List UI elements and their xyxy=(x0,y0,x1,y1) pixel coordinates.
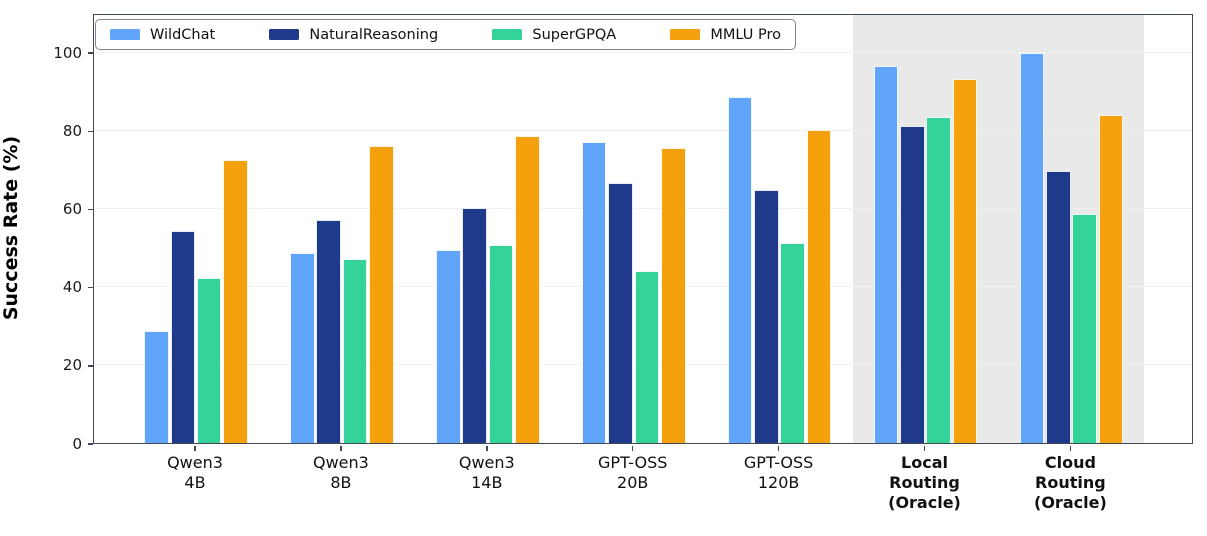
bar-mmlu-pro-qwen3-14b xyxy=(515,136,540,443)
bar-wildchat-local-routing-oracle xyxy=(873,65,899,443)
y-tick-mark-0 xyxy=(88,443,93,445)
y-tick-label-20: 20 xyxy=(62,356,82,375)
y-tick-label-80: 80 xyxy=(62,121,82,140)
bar-mmlu-pro-cloud-routing-oracle xyxy=(1098,115,1124,443)
bar-naturalreasoning-gpt-oss-120b xyxy=(754,190,779,443)
bar-supergpqa-qwen3-4b xyxy=(196,278,222,443)
bar-naturalreasoning-qwen3-8b xyxy=(316,220,342,443)
legend-item-naturalreasoning: NaturalReasoning xyxy=(269,27,438,43)
bar-wildchat-qwen3-14b xyxy=(435,249,461,443)
gridline-60 xyxy=(94,207,1192,209)
y-tick-mark-20 xyxy=(88,365,93,367)
y-tick-mark-80 xyxy=(88,130,93,133)
gridline-100 xyxy=(94,51,1192,53)
legend-label-supergpqa: SuperGPQA xyxy=(532,26,617,43)
plot-area xyxy=(93,14,1193,444)
x-category-label-qwen3-14b: Qwen3 14B xyxy=(458,453,515,492)
x-tick-mark-qwen3-14b xyxy=(486,445,488,451)
bar-wildchat-qwen3-8b xyxy=(290,252,315,443)
bar-mmlu-pro-qwen3-8b xyxy=(369,145,394,443)
bar-supergpqa-qwen3-8b xyxy=(342,259,368,443)
x-tick-mark-qwen3-8b xyxy=(340,445,342,451)
legend-swatch-wildchat xyxy=(110,29,140,40)
legend-swatch-naturalreasoning xyxy=(269,29,300,40)
bar-supergpqa-qwen3-14b xyxy=(488,244,514,443)
legend-label-wildchat: WildChat xyxy=(150,26,216,43)
y-tick-label-60: 60 xyxy=(62,199,82,218)
bar-wildchat-gpt-oss-120b xyxy=(727,96,753,443)
legend-label-mmlu-pro: MMLU Pro xyxy=(710,26,781,43)
bar-naturalreasoning-qwen3-4b xyxy=(170,231,196,443)
y-tick-label-0: 0 xyxy=(72,434,82,453)
x-category-label-qwen3-8b: Qwen3 8B xyxy=(312,453,369,492)
bar-supergpqa-local-routing-oracle xyxy=(926,116,951,443)
bar-naturalreasoning-qwen3-14b xyxy=(462,208,487,443)
bar-mmlu-pro-gpt-oss-120b xyxy=(806,129,832,443)
x-tick-mark-local-routing-oracle xyxy=(923,445,926,451)
bar-mmlu-pro-local-routing-oracle xyxy=(952,78,978,443)
legend-label-naturalreasoning: NaturalReasoning xyxy=(309,26,439,43)
x-tick-mark-cloud-routing-oracle xyxy=(1069,445,1072,451)
legend-item-mmlu-pro: MMLU Pro xyxy=(670,27,781,43)
y-tick-label-40: 40 xyxy=(62,278,82,297)
x-tick-mark-gpt-oss-20b xyxy=(631,445,634,451)
x-category-label-gpt-oss-120b: GPT-OSS 120B xyxy=(743,453,814,492)
legend-swatch-supergpqa xyxy=(492,29,523,40)
bar-supergpqa-cloud-routing-oracle xyxy=(1072,214,1097,443)
y-tick-label-100: 100 xyxy=(53,43,82,62)
x-category-label-qwen3-4b: Qwen3 4B xyxy=(167,453,223,492)
bar-mmlu-pro-gpt-oss-20b xyxy=(660,147,686,443)
bar-naturalreasoning-local-routing-oracle xyxy=(900,126,925,443)
legend: WildChat NaturalReasoning SuperGPQA MMLU Pr… xyxy=(95,19,796,50)
bar-wildchat-qwen3-4b xyxy=(144,331,169,443)
bar-wildchat-cloud-routing-oracle xyxy=(1019,52,1045,443)
bar-wildchat-gpt-oss-20b xyxy=(581,141,607,443)
bar-supergpqa-gpt-oss-20b xyxy=(634,271,660,443)
legend-item-wildchat: WildChat xyxy=(110,27,215,43)
y-tick-mark-40 xyxy=(88,286,93,289)
x-category-label-local-routing-oracle: Local Routing (Oracle) xyxy=(888,453,961,512)
legend-item-supergpqa: SuperGPQA xyxy=(492,27,616,43)
bar-supergpqa-gpt-oss-120b xyxy=(780,242,806,443)
x-tick-mark-gpt-oss-120b xyxy=(777,445,780,451)
legend-swatch-mmlu-pro xyxy=(670,29,701,40)
x-category-label-gpt-oss-20b: GPT-OSS 20B xyxy=(597,453,668,492)
y-tick-mark-60 xyxy=(88,208,93,211)
x-category-label-cloud-routing-oracle: Cloud Routing (Oracle) xyxy=(1034,453,1107,512)
bar-naturalreasoning-cloud-routing-oracle xyxy=(1045,171,1071,443)
x-tick-mark-qwen3-4b xyxy=(194,445,196,451)
gridline-80 xyxy=(94,129,1192,131)
bar-naturalreasoning-gpt-oss-20b xyxy=(608,182,633,443)
y-tick-mark-100 xyxy=(88,52,93,54)
y-axis-title-text: Success Rate (%) xyxy=(0,135,22,321)
bar-mmlu-pro-qwen3-4b xyxy=(223,160,248,443)
